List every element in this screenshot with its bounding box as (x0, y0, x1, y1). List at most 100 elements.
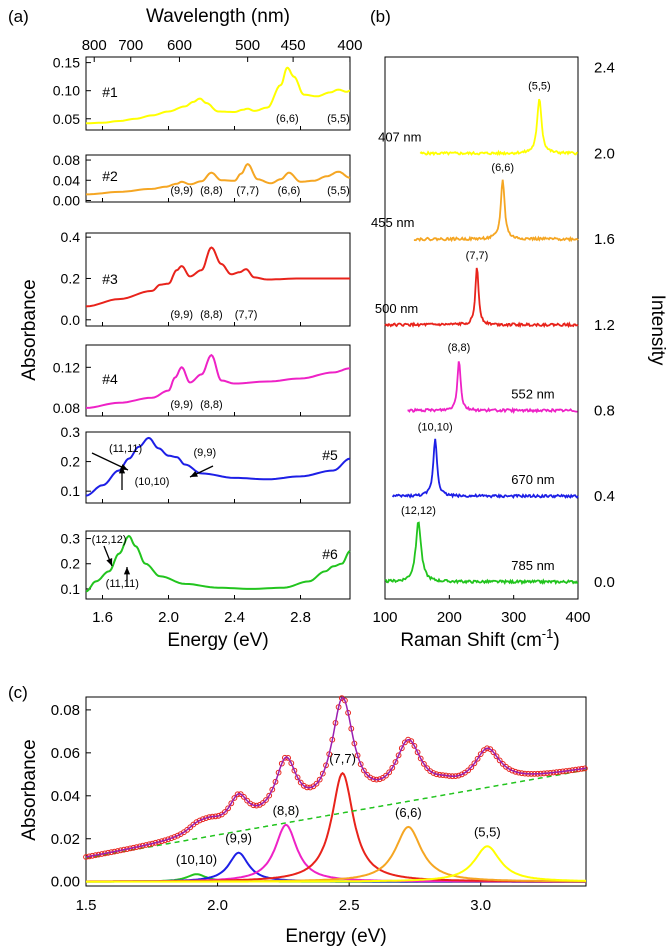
peak-label: (11,11) (109, 443, 142, 455)
absorbance-curve (85, 66, 351, 125)
subplot-frame (85, 344, 351, 417)
y-tick-label: 0.08 (53, 152, 80, 168)
data-point (259, 800, 266, 806)
panel-label-b: (b) (370, 7, 391, 26)
y-tick-label: 0.2 (61, 270, 81, 286)
sample-label: #4 (102, 371, 118, 387)
y-tick-label: 0.3 (61, 531, 81, 547)
subplot-frame (85, 431, 351, 504)
data-point (228, 800, 235, 807)
data-point (493, 753, 500, 760)
peak-label: (5,5) (327, 185, 350, 197)
data-point (263, 797, 269, 803)
data-point (278, 760, 285, 767)
data-point (414, 749, 421, 756)
data-point (244, 797, 251, 804)
peak-label: (7,7) (235, 309, 258, 321)
peak-label: (6,6) (276, 113, 299, 125)
raman-spectrum (391, 438, 579, 499)
x-axis-title-main: Raman Shift (cm (400, 630, 541, 651)
data-point (389, 764, 396, 771)
y-tick-label: 0.00 (53, 192, 80, 208)
y-tick-label: 0.4 (61, 229, 81, 245)
absorbance-curve (85, 353, 351, 409)
top-tick-label: 500 (235, 37, 260, 54)
data-point (471, 760, 478, 767)
data-point (241, 794, 247, 800)
data-point (301, 782, 307, 789)
top-tick-label: 800 (82, 37, 107, 54)
data-point (297, 779, 304, 786)
laser-label: 785 nm (511, 558, 554, 573)
lorentzian-component (86, 771, 586, 883)
arrow-head (118, 466, 126, 474)
data-point (383, 772, 389, 779)
data-point (319, 770, 326, 777)
data-point (291, 767, 298, 774)
raman-spectrum (384, 267, 579, 329)
peak-label: (10,10) (135, 476, 170, 488)
y-tick-label: 0.0 (61, 312, 81, 328)
y-tick-label: 0.8 (594, 402, 615, 419)
data-point (294, 774, 301, 781)
data-point (458, 771, 465, 778)
panel-c: 0.00 0.02 0.04 0.06 0.08 1.5 2.0 2.5 3.0 Energy (… (19, 695, 588, 947)
laser-label: 407 nm (378, 129, 421, 144)
y-tick-label: 0.4 (594, 488, 615, 505)
x-axis-title: Energy (eV) (285, 926, 386, 947)
data-point (269, 786, 276, 793)
laser-label: 455 nm (371, 215, 414, 230)
raman-spectrum (384, 521, 579, 586)
subplot-frame (85, 154, 351, 203)
absorbance-curve (85, 534, 351, 593)
y-tick-label: 0.08 (51, 702, 80, 719)
arrow-head (190, 471, 198, 477)
data-point (187, 824, 194, 831)
y-tick-label: 1.6 (594, 231, 615, 248)
data-point (357, 761, 364, 768)
raman-spectrum (407, 361, 578, 415)
top-tick-label: 700 (118, 37, 143, 54)
y-tick-label: 0.3 (61, 424, 81, 440)
data-point (196, 817, 203, 824)
plot-frame (384, 56, 579, 600)
x-tick-label: 2.0 (158, 609, 179, 626)
arrow-head (106, 558, 113, 566)
data-point (272, 778, 279, 785)
top-tick-label: 600 (167, 37, 192, 54)
peak-label: (9,9) (170, 185, 193, 197)
data-point (222, 809, 228, 815)
data-point (421, 761, 427, 767)
y-tick-label: 0.00 (51, 874, 80, 891)
absorbance-curve (85, 436, 351, 497)
peak-label: (6,6) (491, 162, 514, 174)
subplot-frame (85, 56, 351, 131)
component-label: (8,8) (273, 803, 300, 818)
x-tick-label: 100 (372, 609, 397, 626)
panel-a: Wavelength (nm) 800 700 600 500 450 400 Absorba… (19, 6, 362, 651)
peak-label: (7,7) (466, 250, 489, 262)
y-tick-label: 1.2 (594, 317, 615, 334)
y-tick-label: 0.04 (51, 788, 80, 805)
panel-label-c: (c) (8, 683, 28, 702)
data-point (398, 745, 405, 752)
y-tick-label: 0.05 (53, 111, 80, 127)
peak-label: (6,6) (278, 185, 301, 197)
x-axis-title-sup: -1 (542, 626, 554, 641)
x-tick-label: 2.4 (224, 609, 245, 626)
x-tick-label: 200 (437, 609, 462, 626)
y-tick-label: 0.1 (61, 483, 81, 499)
peak-label: (12,12) (92, 534, 127, 546)
background-line (85, 769, 587, 859)
sample-label: #6 (322, 546, 338, 562)
data-point (474, 755, 481, 762)
panel-label-a: (a) (8, 7, 29, 26)
y-axis-title: Intensity (647, 295, 668, 366)
data-point (174, 832, 181, 839)
peak-label: (5,5) (327, 113, 350, 125)
y-tick-label: 0.1 (61, 581, 81, 597)
peak-label: (8,8) (200, 309, 223, 321)
y-axis-title: Absorbance (19, 739, 40, 840)
data-point (408, 738, 415, 744)
